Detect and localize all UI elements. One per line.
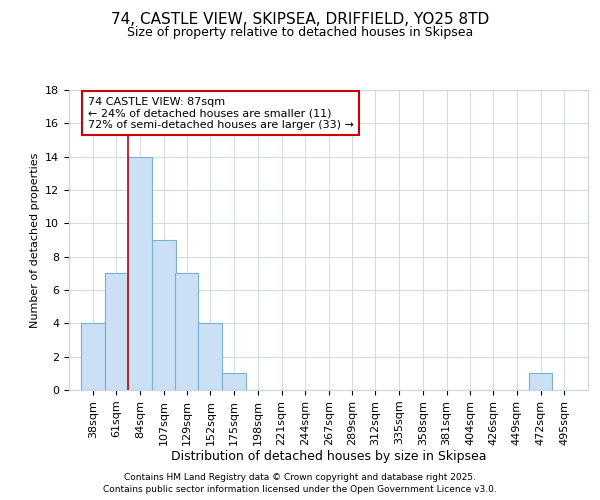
Bar: [199, 324, 222, 390]
Bar: [529, 374, 553, 390]
Text: 74, CASTLE VIEW, SKIPSEA, DRIFFIELD, YO25 8TD: 74, CASTLE VIEW, SKIPSEA, DRIFFIELD, YO2…: [111, 12, 489, 28]
Y-axis label: Number of detached properties: Number of detached properties: [29, 152, 40, 328]
Text: Size of property relative to detached houses in Skipsea: Size of property relative to detached ho…: [127, 26, 473, 39]
Bar: [104, 274, 128, 390]
Bar: [152, 240, 176, 390]
Text: Contains public sector information licensed under the Open Government Licence v3: Contains public sector information licen…: [103, 485, 497, 494]
Bar: [175, 274, 199, 390]
Text: 74 CASTLE VIEW: 87sqm
← 24% of detached houses are smaller (11)
72% of semi-deta: 74 CASTLE VIEW: 87sqm ← 24% of detached …: [88, 96, 354, 130]
Text: Contains HM Land Registry data © Crown copyright and database right 2025.: Contains HM Land Registry data © Crown c…: [124, 472, 476, 482]
X-axis label: Distribution of detached houses by size in Skipsea: Distribution of detached houses by size …: [171, 450, 486, 464]
Bar: [81, 324, 104, 390]
Bar: [222, 374, 246, 390]
Bar: [128, 156, 152, 390]
